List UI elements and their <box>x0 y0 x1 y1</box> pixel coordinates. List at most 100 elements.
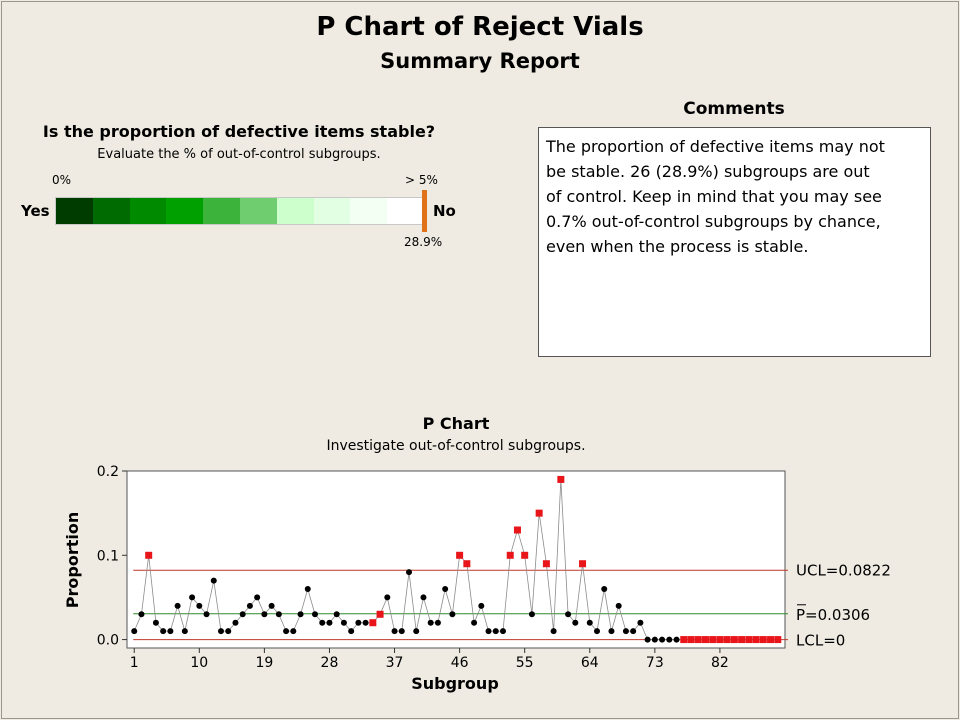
data-point <box>326 619 333 626</box>
data-point <box>615 602 622 609</box>
data-point <box>391 628 398 635</box>
data-point <box>594 628 600 635</box>
out-of-control-point <box>716 636 724 644</box>
p-chart: 1 10 19 28 37 46 55 64 73 82 0.0 0.1 0.2 Subgroup Prop… <box>63 464 891 693</box>
data-point <box>442 586 449 592</box>
data-point <box>254 594 261 601</box>
x-axis-title: Subgroup <box>411 674 499 693</box>
out-of-control-point <box>456 551 464 559</box>
ucl-label: UCL=0.0822 <box>796 561 891 579</box>
data-point <box>333 611 340 618</box>
x-tick-label: 28 <box>321 655 339 671</box>
data-point <box>275 611 282 618</box>
x-tick-label: 19 <box>255 655 273 671</box>
comment-line: 0.7% out-of-control subgroups by chance, <box>546 212 881 231</box>
data-point <box>196 602 203 609</box>
data-point <box>572 619 579 626</box>
out-of-control-point <box>694 636 702 644</box>
out-of-control-point <box>687 636 695 644</box>
out-of-control-point <box>579 560 587 568</box>
out-of-control-point <box>557 475 565 483</box>
out-of-control-point <box>463 560 471 568</box>
data-point <box>355 619 362 626</box>
out-of-control-point <box>680 636 688 644</box>
data-point <box>283 628 290 635</box>
out-of-control-point <box>701 636 709 644</box>
data-point <box>218 628 224 635</box>
data-point <box>651 636 658 643</box>
scale-segment <box>276 198 314 224</box>
out-of-control-point <box>506 551 514 559</box>
data-point <box>189 594 196 601</box>
data-point <box>348 628 355 635</box>
out-of-control-point <box>535 509 543 517</box>
current-value-label: 28.9% <box>404 235 443 249</box>
report-subtitle: Summary Report <box>380 49 580 73</box>
data-point <box>644 636 651 643</box>
stability-instruction: Evaluate the % of out-of-control subgrou… <box>97 147 381 162</box>
data-point <box>406 569 412 576</box>
out-of-control-point <box>752 636 760 644</box>
comment-line: The proportion of defective items may no… <box>546 137 885 156</box>
stability-marker <box>422 190 427 232</box>
scale-segment <box>239 198 277 224</box>
data-point <box>384 594 391 601</box>
center-label: P=0.0306 <box>796 606 870 624</box>
data-point <box>485 628 492 635</box>
data-point <box>210 577 217 584</box>
comment-line: be stable. 26 (28.9%) subgroups are out <box>546 162 870 181</box>
data-point <box>471 619 478 626</box>
data-point <box>630 628 637 635</box>
x-tick-label: 64 <box>581 655 599 671</box>
out-of-control-point <box>513 526 521 534</box>
data-point <box>131 628 138 635</box>
out-of-control-point <box>521 551 529 559</box>
data-point <box>528 611 535 618</box>
comments-box: The proportion of defective items may no… <box>538 127 931 357</box>
data-point <box>673 636 680 643</box>
x-tick-label: 73 <box>646 655 664 671</box>
data-point <box>232 619 239 626</box>
data-point <box>239 611 246 618</box>
report-title: P Chart of Reject Vials <box>316 12 644 42</box>
out-of-control-point <box>767 636 775 644</box>
out-of-control-point <box>376 610 384 618</box>
scale-segment <box>166 198 204 224</box>
plot-area <box>126 470 786 649</box>
chart-title: P Chart <box>422 414 490 433</box>
data-point <box>601 586 608 592</box>
scale-segment <box>313 198 351 224</box>
data-point <box>608 628 615 635</box>
out-of-control-point <box>774 636 782 644</box>
scale-segment <box>387 198 424 224</box>
data-point <box>565 611 572 618</box>
chart-subtitle: Investigate out-of-control subgroups. <box>326 438 586 454</box>
data-point <box>138 611 145 618</box>
data-point <box>312 611 318 618</box>
data-point <box>261 611 268 618</box>
scale-segment <box>350 198 388 224</box>
out-of-control-point <box>738 636 746 644</box>
data-point <box>246 602 253 609</box>
lcl-label: LCL=0 <box>796 632 845 650</box>
comment-line: even when the process is stable. <box>546 237 809 256</box>
data-point <box>203 611 210 618</box>
data-point <box>659 636 666 643</box>
x-tick-label: 55 <box>516 655 534 671</box>
out-of-control-point <box>369 619 377 627</box>
comments-title: Comments <box>683 99 785 119</box>
data-point <box>167 628 174 635</box>
data-point <box>550 628 557 635</box>
data-point <box>340 619 347 626</box>
data-point <box>449 611 456 618</box>
stability-question: Is the proportion of defective items sta… <box>42 122 436 141</box>
x-tick-label: 1 <box>130 655 139 671</box>
scale-max-label: > 5% <box>405 173 438 187</box>
scale-segment <box>203 198 240 224</box>
scale-segment <box>92 198 130 224</box>
x-tick-label: 10 <box>190 655 208 671</box>
data-point <box>434 619 441 626</box>
y-tick-label: 0.1 <box>97 548 119 564</box>
data-point <box>413 628 420 635</box>
